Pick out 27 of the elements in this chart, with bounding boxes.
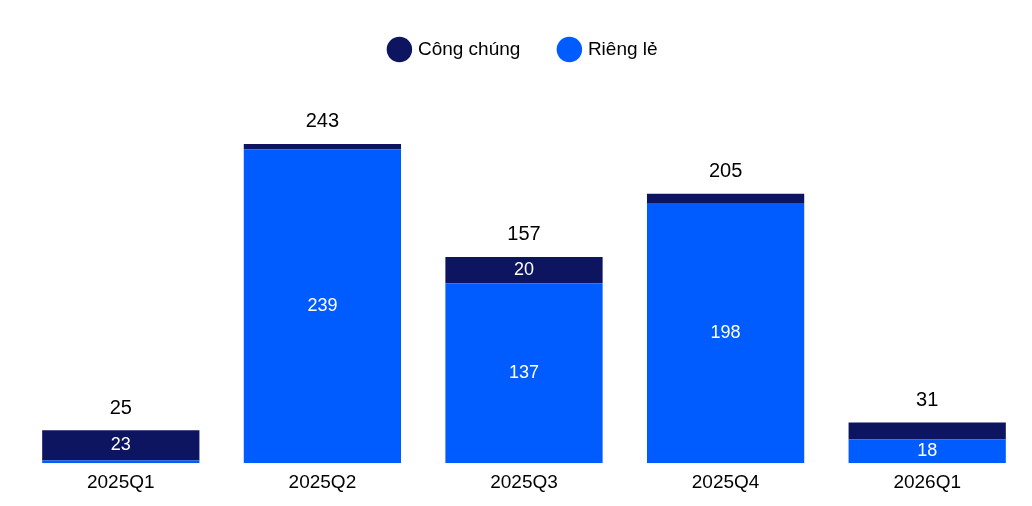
x-tick-label: 2025Q4 xyxy=(691,470,760,492)
data-label: 239 xyxy=(307,295,338,316)
bar xyxy=(445,256,603,284)
total-label: 243 xyxy=(305,109,340,132)
total-label: 205 xyxy=(708,159,743,182)
total-label: 31 xyxy=(916,387,939,410)
data-label: 23 xyxy=(110,434,131,455)
legend-label: Riêng lẻ xyxy=(587,37,658,59)
total-label: 25 xyxy=(109,395,132,418)
x-tick-label: 2025Q1 xyxy=(86,470,155,492)
x-tick-label: 2025Q3 xyxy=(490,470,558,492)
bar xyxy=(445,283,603,464)
data-label: 20 xyxy=(513,259,535,280)
bar xyxy=(646,193,805,204)
data-label: 137 xyxy=(508,362,540,383)
x-tick-label: 2025Q2 xyxy=(288,470,357,492)
bar xyxy=(848,422,1006,440)
x-tick-label: 2026Q1 xyxy=(893,470,962,492)
bar xyxy=(243,149,402,464)
bar xyxy=(243,143,402,150)
bar xyxy=(848,439,1006,464)
data-label: 198 xyxy=(710,322,741,343)
total-label: 157 xyxy=(507,222,541,245)
bar xyxy=(646,203,805,464)
legend-label: Công chúng xyxy=(417,37,521,59)
data-label: 18 xyxy=(917,440,938,461)
bar xyxy=(42,430,200,461)
